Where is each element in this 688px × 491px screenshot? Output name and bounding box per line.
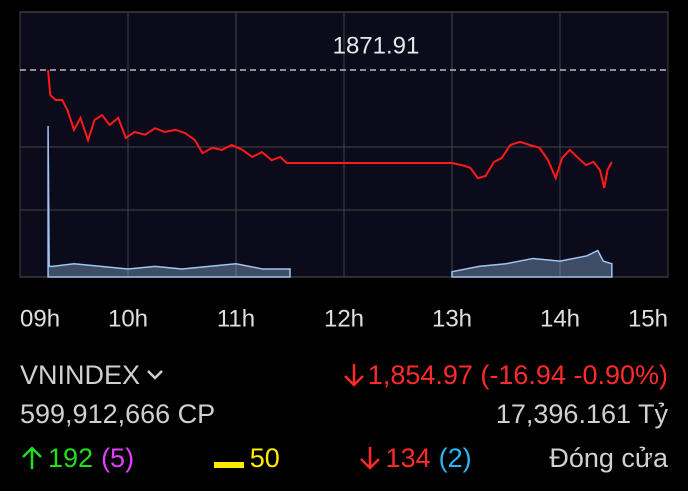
floor: (2) xyxy=(438,442,472,473)
decliners: 134 xyxy=(385,442,431,473)
x-tick-label: 14h xyxy=(540,305,580,332)
advancers: 192 xyxy=(48,442,94,473)
flat-bar xyxy=(213,462,244,468)
x-tick-label: 10h xyxy=(108,305,148,332)
breadth-row: 192 (5) 50 134 (2) Đóng cửa xyxy=(20,440,668,476)
down-arrow xyxy=(359,447,380,470)
down-arrow xyxy=(343,364,364,387)
chevron xyxy=(147,370,163,380)
x-tick-label: 11h xyxy=(217,305,255,332)
trade-value: 17,396.161 Tỷ xyxy=(495,398,668,429)
price-change: 1,854.97 (-16.94 -0.90%) xyxy=(367,359,668,390)
ceiling: (5) xyxy=(101,442,135,473)
reference-label: 1871.91 xyxy=(333,32,420,59)
volume-area xyxy=(47,125,613,278)
x-tick-label: 13h xyxy=(432,305,472,332)
symbol: VNINDEX xyxy=(20,359,141,390)
price-line xyxy=(47,70,613,189)
x-tick-label: 09h xyxy=(20,305,60,332)
x-tick-label: 15h xyxy=(628,305,668,332)
status: Đóng cửa xyxy=(549,442,668,473)
chart: 09h 10h 11h 12h 13h 14h 15h 1871.91 xyxy=(19,11,669,332)
x-tick-label: 12h xyxy=(324,305,364,332)
index-row: VNINDEX 1,854.97 (-16.94 -0.90%) xyxy=(20,357,668,393)
volume: 599,912,666 CP xyxy=(20,398,216,429)
up-arrow xyxy=(22,446,42,469)
volume-row: 599,912,666 CP 17,396.161 Tỷ xyxy=(20,396,668,432)
symbol-select[interactable]: VNINDEX xyxy=(20,360,168,391)
unchanged: 50 xyxy=(249,442,280,473)
